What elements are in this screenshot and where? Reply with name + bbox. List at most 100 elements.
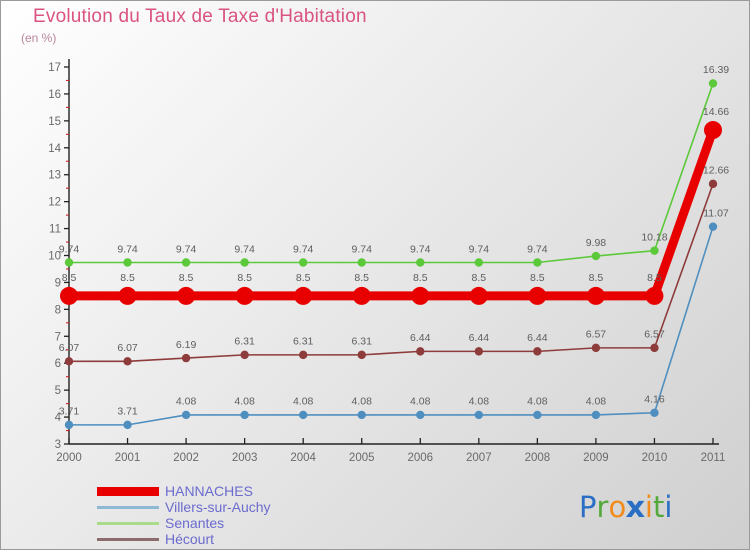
svg-text:9.74: 9.74 (410, 243, 431, 255)
svg-text:4: 4 (55, 412, 62, 424)
svg-text:10: 10 (48, 251, 61, 263)
svg-text:4.08: 4.08 (234, 396, 255, 408)
svg-text:4.08: 4.08 (293, 396, 314, 408)
svg-text:9.74: 9.74 (117, 243, 138, 255)
proxiti-logo: Proxiti (579, 490, 672, 524)
chart-point-labels: 9.74 9.74 9.74 9.74 9.74 9.74 9.74 9.74 9.74 9.98… (59, 64, 730, 417)
logo-letter-4: i (644, 490, 653, 524)
svg-text:8.5: 8.5 (237, 272, 252, 284)
svg-text:14.66: 14.66 (703, 106, 729, 118)
svg-text:6.57: 6.57 (644, 329, 665, 341)
legend-item-2[interactable]: Senantes (97, 515, 427, 531)
svg-text:4.08: 4.08 (410, 396, 431, 408)
svg-text:12: 12 (48, 197, 61, 209)
svg-text:4.16: 4.16 (644, 394, 665, 406)
svg-text:6.07: 6.07 (117, 342, 138, 354)
svg-text:6.44: 6.44 (527, 332, 548, 344)
svg-text:3: 3 (55, 439, 61, 451)
svg-text:2009: 2009 (583, 452, 609, 464)
svg-text:2001: 2001 (115, 452, 141, 464)
svg-text:2006: 2006 (407, 452, 433, 464)
svg-text:15: 15 (48, 116, 61, 128)
svg-text:4.08: 4.08 (176, 396, 197, 408)
svg-text:2010: 2010 (642, 452, 668, 464)
svg-text:8.5: 8.5 (647, 272, 662, 284)
svg-text:10.18: 10.18 (641, 231, 667, 243)
svg-text:16.39: 16.39 (703, 64, 729, 76)
svg-text:8.5: 8.5 (589, 272, 604, 284)
legend-item-1[interactable]: Villers-sur-Auchy (97, 499, 427, 515)
svg-text:8.5: 8.5 (179, 272, 194, 284)
logo-letter-3: x (625, 490, 646, 524)
svg-text:16: 16 (48, 89, 61, 101)
svg-text:2007: 2007 (466, 452, 492, 464)
legend-item-label: Hécourt (165, 531, 215, 547)
svg-text:6.57: 6.57 (586, 329, 607, 341)
chart-unit-label: (en %) (21, 31, 57, 45)
legend-item-label: Senantes (165, 515, 225, 531)
svg-text:9.74: 9.74 (527, 243, 548, 255)
svg-text:2003: 2003 (232, 452, 258, 464)
legend-item-label: Villers-sur-Auchy (165, 499, 271, 515)
svg-text:8: 8 (55, 304, 61, 316)
svg-text:2004: 2004 (290, 452, 316, 464)
logo-letter-1: r (596, 490, 609, 524)
svg-text:4.08: 4.08 (527, 396, 548, 408)
legend-item-label: HANNACHES (165, 483, 253, 499)
logo-letter-5: t (652, 490, 665, 524)
svg-text:6.31: 6.31 (234, 336, 255, 348)
svg-text:4.08: 4.08 (469, 396, 490, 408)
svg-text:9: 9 (55, 277, 61, 289)
svg-text:2002: 2002 (173, 452, 199, 464)
legend-color-swatch (97, 486, 159, 496)
svg-text:2011: 2011 (701, 452, 726, 464)
chart-axes: 3 4 5 6 7 8 9 10 11 12 13 14 15 16 17 2000 2001 2002 2003 2… (48, 59, 725, 464)
svg-text:8.5: 8.5 (354, 272, 369, 284)
svg-text:8.5: 8.5 (472, 272, 487, 284)
svg-text:8.5: 8.5 (413, 272, 428, 284)
svg-text:3.71: 3.71 (117, 406, 138, 418)
logo-letter-6: i (664, 490, 673, 524)
svg-text:4.08: 4.08 (352, 396, 373, 408)
svg-text:6.31: 6.31 (293, 336, 314, 348)
svg-text:9.74: 9.74 (59, 243, 80, 255)
svg-text:13: 13 (48, 170, 61, 182)
svg-text:3.71: 3.71 (59, 406, 80, 418)
svg-text:6.19: 6.19 (176, 339, 197, 351)
legend-color-swatch (97, 521, 159, 525)
svg-text:2000: 2000 (56, 452, 82, 464)
svg-text:2005: 2005 (349, 452, 375, 464)
svg-text:6.07: 6.07 (59, 342, 80, 354)
legend-color-swatch (97, 505, 159, 509)
svg-text:11.07: 11.07 (703, 207, 729, 219)
svg-text:6.31: 6.31 (352, 336, 373, 348)
svg-text:11: 11 (49, 224, 61, 236)
svg-text:6.44: 6.44 (469, 332, 490, 344)
svg-text:14: 14 (48, 143, 61, 155)
svg-text:5: 5 (55, 385, 61, 397)
legend-color-swatch (97, 537, 159, 541)
svg-text:8.5: 8.5 (530, 272, 545, 284)
logo-letter-0: P (579, 490, 597, 524)
svg-text:8.5: 8.5 (62, 272, 77, 284)
svg-text:12.66: 12.66 (703, 165, 729, 177)
svg-text:2008: 2008 (525, 452, 551, 464)
svg-text:7: 7 (55, 331, 61, 343)
chart-series (60, 79, 722, 430)
svg-text:8.5: 8.5 (296, 272, 311, 284)
svg-text:8.5: 8.5 (120, 272, 135, 284)
legend-item-0[interactable]: HANNACHES (97, 483, 427, 499)
svg-text:6.44: 6.44 (410, 332, 431, 344)
chart-legend: HANNACHES Villers-sur-Auchy Senantes Hécour… (97, 483, 427, 547)
svg-text:9.74: 9.74 (352, 243, 373, 255)
svg-text:9.98: 9.98 (586, 237, 607, 249)
svg-text:9.74: 9.74 (234, 243, 255, 255)
svg-text:4.08: 4.08 (586, 396, 607, 408)
legend-item-3[interactable]: Hécourt (97, 531, 427, 547)
svg-text:9.74: 9.74 (469, 243, 490, 255)
svg-text:9.74: 9.74 (293, 243, 314, 255)
page-title: Evolution du Taux de Taxe d'Habitation (33, 6, 367, 27)
svg-text:6: 6 (55, 358, 61, 370)
